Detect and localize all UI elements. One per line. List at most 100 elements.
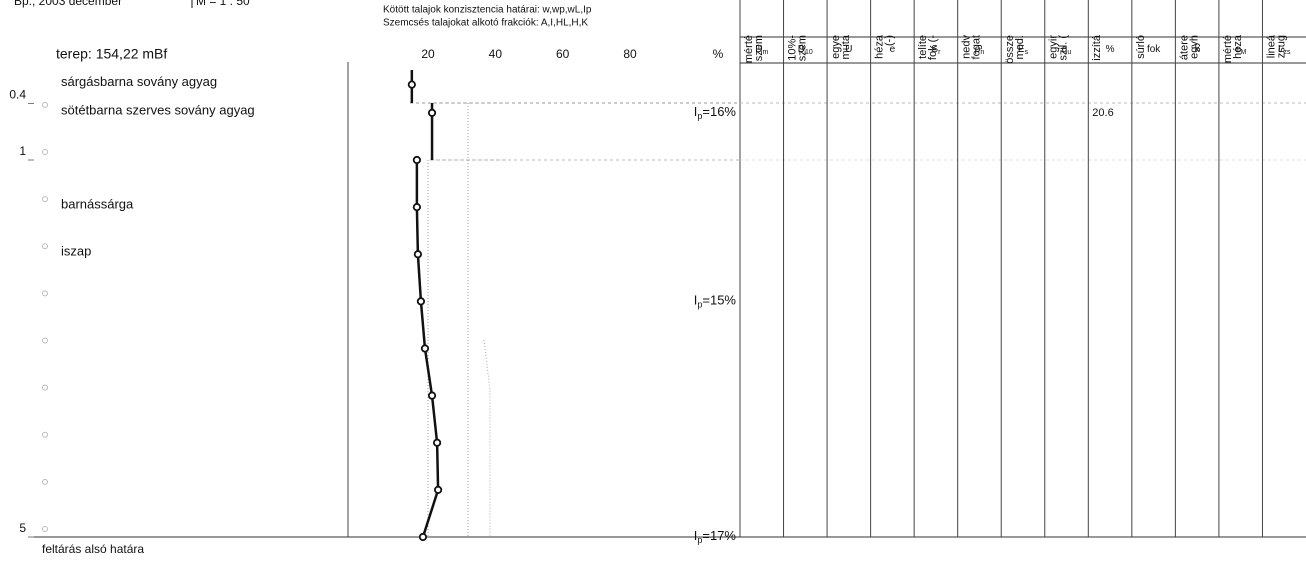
- sample-point: [427, 108, 437, 117]
- column-header: egyir: [1048, 35, 1060, 59]
- w-tick-label: 20: [421, 47, 435, 61]
- symbol-main: ρ: [975, 44, 981, 55]
- column-header: zsug: [1275, 35, 1287, 58]
- layer-name: sárgásbarna sovány agyag: [61, 74, 217, 89]
- symbol-main: D: [755, 44, 762, 55]
- profile-point: [427, 391, 437, 400]
- column-symbol: [42, 384, 48, 391]
- column-symbol: %: [1106, 44, 1115, 55]
- column-header: szem: [753, 35, 765, 61]
- column-symbol: [42, 196, 48, 203]
- column-symbol: [42, 101, 48, 108]
- w-tick-label: 40: [489, 47, 503, 61]
- scale: M = 1 : 50: [196, 0, 250, 8]
- symbol-main: U: [845, 44, 852, 55]
- cell-value: 20.6: [1092, 107, 1113, 119]
- profile-point: [412, 203, 421, 212]
- terrain: terep: 154,22 mBf: [56, 46, 167, 62]
- column-symbol: k: [1195, 44, 1201, 55]
- symbol-sub: n: [980, 49, 984, 56]
- symbol-sub: M: [1241, 49, 1247, 56]
- ip-rest: =17%: [702, 528, 736, 543]
- column-symbol: Dm: [755, 44, 768, 56]
- column-header: mérté: [1222, 35, 1234, 63]
- symbol-main: S: [931, 44, 938, 55]
- column-symbol: Sr: [931, 44, 941, 56]
- profile-point: [434, 485, 443, 494]
- column-symbol: [42, 149, 48, 155]
- bottom-label: feltárás alsó határa: [42, 542, 144, 556]
- column-symbol: [42, 526, 48, 532]
- symbol-sub: zs: [1284, 49, 1292, 56]
- ip-main: I: [694, 528, 698, 543]
- column-symbol: [42, 243, 48, 250]
- column-header: izzítá: [1091, 34, 1103, 61]
- column-symbol: Lzs: [1278, 44, 1291, 56]
- ip-sub: p: [697, 111, 702, 121]
- column-symbol: [42, 478, 48, 485]
- column-header: telíte: [917, 35, 929, 59]
- column-symbol: D10: [798, 44, 813, 56]
- column-header: mérté: [743, 35, 755, 63]
- column-header: héza: [1232, 34, 1244, 59]
- column-header: 10%-: [786, 35, 798, 61]
- ip-label: Ip=16%: [694, 104, 737, 121]
- w-tick-label: 80: [623, 47, 637, 61]
- column-header: nedv: [961, 35, 973, 59]
- column-symbol: [42, 431, 48, 438]
- column-header: szem: [796, 35, 808, 61]
- ip-main: I: [694, 293, 698, 308]
- column-header: héza: [874, 34, 886, 59]
- w-tick-label: 60: [556, 47, 570, 61]
- column-symbol: Es: [1018, 44, 1029, 56]
- w-unit: %: [713, 47, 724, 61]
- depth-label: 5: [19, 521, 26, 535]
- column-symbol: e: [890, 44, 896, 55]
- layer-name: sötétbarna szerves sovány agyag: [61, 102, 255, 117]
- symbol-main: %: [1106, 44, 1115, 55]
- profile-point: [432, 438, 442, 447]
- depth-label: 1: [19, 144, 26, 158]
- ip-rest: =15%: [702, 293, 736, 308]
- column-symbol: ρn: [975, 44, 985, 56]
- column-header: muta: [840, 34, 852, 59]
- symbol-sub: m: [762, 49, 768, 56]
- sample-point: [407, 80, 416, 89]
- column-symbol: U: [845, 44, 852, 55]
- ip-main: I: [694, 104, 698, 119]
- profile-point: [413, 250, 422, 259]
- column-symbol: eM: [1235, 44, 1247, 56]
- column-symbol: qu: [1062, 44, 1072, 56]
- symbol-main: e: [890, 44, 896, 55]
- column-header: szil. (: [1058, 35, 1070, 61]
- symbol-main: D: [798, 44, 805, 55]
- symbol-sub: 10: [805, 49, 813, 56]
- symbol-main: E: [1018, 44, 1025, 55]
- legend-line: Kötött talajok konzisztencia határai: w,…: [383, 5, 592, 16]
- column-header: (-): [884, 35, 896, 46]
- profile-point: [420, 344, 430, 353]
- profile-point: [418, 532, 428, 542]
- column-header: össze: [1004, 35, 1016, 64]
- column-symbol: [42, 337, 48, 344]
- column-symbol: fok: [1147, 44, 1161, 55]
- symbol-main: L: [1278, 44, 1284, 55]
- symbol-main: fok: [1147, 44, 1161, 55]
- column-header: fok (-: [927, 35, 939, 60]
- place-date: Bp., 2003 december: [14, 0, 122, 8]
- profile-point: [416, 297, 426, 306]
- symbol-sub: r: [938, 49, 941, 56]
- column-header: lineá: [1265, 34, 1277, 58]
- layer-name: barnássárga: [61, 197, 134, 212]
- ip-sub: p: [697, 535, 702, 545]
- ip-label: Ip=15%: [694, 293, 737, 310]
- legend-line: Szemcsés talajokat alkotó frakciók: A,I,…: [383, 18, 588, 29]
- symbol-main: e: [1235, 44, 1241, 55]
- symbol-main: q: [1062, 44, 1068, 55]
- column-header: mod.: [1014, 35, 1026, 59]
- column-header: egyh: [1188, 35, 1200, 59]
- column-header: fogat: [971, 35, 983, 59]
- ip-label: Ip=17%: [694, 528, 737, 545]
- depth-label: 0.4: [9, 88, 26, 102]
